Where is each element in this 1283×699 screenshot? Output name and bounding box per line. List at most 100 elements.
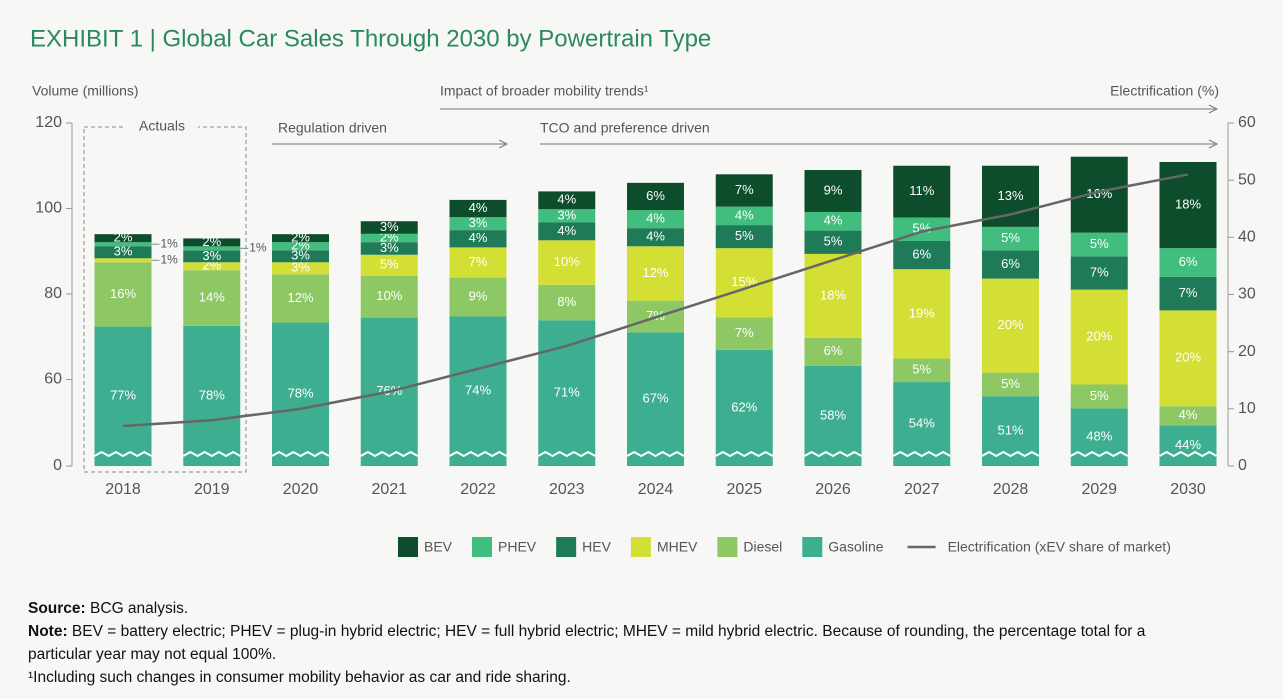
y2-tick-label: 10: [1238, 400, 1256, 417]
data-label: 5%: [1001, 230, 1020, 245]
bar-segment: [715, 317, 773, 350]
bar-segment: [94, 258, 152, 263]
bar-segment: [272, 322, 329, 466]
data-label: 9%: [469, 288, 488, 303]
data-label: 5%: [380, 257, 399, 272]
data-label: 2%: [202, 234, 221, 249]
y2-tick-label: 0: [1238, 457, 1247, 474]
axis-break: [715, 450, 774, 458]
source-label: Source:: [28, 600, 86, 617]
arrow-head: [498, 139, 509, 149]
bar-segment: [449, 316, 507, 466]
y2-axis-label: Electrification (%): [1110, 83, 1219, 99]
bar-segment: [538, 320, 596, 466]
bar-segment: [1159, 310, 1217, 407]
data-label: 12%: [642, 265, 668, 280]
data-label: 14%: [199, 289, 225, 304]
bar-segment: [804, 211, 862, 231]
data-label: 18%: [820, 287, 846, 302]
axis-break: [981, 450, 1040, 458]
data-label: 6%: [824, 343, 843, 358]
bar-segment: [627, 228, 684, 247]
bar-segment: [449, 230, 507, 248]
bar-segment: [1070, 256, 1128, 290]
data-label: 7%: [469, 254, 488, 269]
data-label: 19%: [909, 305, 935, 320]
legend-swatch: [472, 537, 493, 557]
legend-swatch: [556, 537, 577, 557]
x-tick-label: 2019: [194, 481, 230, 498]
x-tick-label: 2020: [283, 481, 319, 498]
bar-segment: [715, 349, 773, 466]
bar-segment: [1159, 276, 1217, 311]
x-tick-label: 2030: [1170, 481, 1206, 498]
axis-break: [182, 450, 241, 458]
data-label: 6%: [646, 188, 665, 203]
data-label: 78%: [199, 387, 225, 402]
axis-break: [360, 450, 419, 458]
source: Source: BCG analysis.: [28, 597, 1198, 620]
data-label: 58%: [820, 407, 846, 422]
data-label: 67%: [642, 391, 668, 406]
data-label: 9%: [824, 182, 843, 197]
x-tick-label: 2026: [815, 481, 851, 498]
x-tick-label: 2021: [371, 481, 407, 498]
bar-segment: [360, 233, 418, 243]
bar-segment: [1070, 289, 1128, 385]
chart: EXHIBIT 1 | Global Car Sales Through 203…: [30, 25, 1256, 557]
data-label: 20%: [1175, 350, 1201, 365]
data-label: 1%: [161, 236, 179, 250]
x-tick-label: 2024: [638, 481, 674, 498]
bar-segment: [183, 262, 241, 271]
bar-segment: [1159, 161, 1217, 249]
legend-swatch: [802, 537, 823, 557]
data-label: 5%: [1001, 376, 1020, 391]
bar-segment: [538, 240, 596, 285]
x-tick-label: 2027: [904, 481, 940, 498]
y2-tick-label: 50: [1238, 171, 1256, 188]
bar-segment: [183, 238, 241, 247]
bar-segment: [982, 278, 1039, 373]
data-label: 4%: [1179, 407, 1198, 422]
bar-segment: [715, 206, 773, 226]
data-label: 3%: [469, 215, 488, 230]
y-tick-label: 100: [35, 200, 62, 217]
data-label: 4%: [557, 223, 576, 238]
data-label: 74%: [465, 383, 491, 398]
bar-segment: [893, 382, 951, 466]
data-label: 7%: [735, 182, 754, 197]
data-label: 4%: [646, 229, 665, 244]
data-label: 4%: [646, 211, 665, 226]
bar-segment: [183, 246, 241, 251]
axis-break: [626, 450, 685, 458]
bar-segment: [893, 358, 951, 383]
x-tick-label: 2028: [993, 481, 1029, 498]
bar-segment: [627, 246, 684, 301]
bar-segment: [1070, 156, 1128, 233]
axis-break: [1159, 450, 1217, 458]
bar-segment: [449, 247, 507, 278]
axis-break: [94, 450, 152, 458]
data-label: 6%: [912, 247, 931, 262]
source-text: BCG analysis.: [90, 600, 189, 617]
bar-segment: [360, 254, 418, 276]
data-label: 5%: [1090, 388, 1109, 403]
bar-segment: [1159, 425, 1217, 466]
x-tick-label: 2022: [460, 481, 496, 498]
bar-segment: [1070, 384, 1128, 409]
data-label: 3%: [202, 248, 221, 263]
bar-segment: [627, 182, 684, 211]
bar-segment: [94, 234, 152, 243]
electrification-line: [122, 173, 1189, 428]
bar-segment: [183, 250, 241, 263]
data-label: 77%: [110, 388, 136, 403]
bar-segment: [360, 242, 418, 255]
data-label: 4%: [735, 207, 754, 222]
legend-label: MHEV: [657, 539, 698, 555]
bar-segment: [804, 365, 862, 466]
y-tick-label: 120: [35, 114, 62, 131]
axis-break: [892, 450, 951, 458]
bar-segment: [272, 250, 329, 263]
x-tick-label: 2023: [549, 481, 585, 498]
